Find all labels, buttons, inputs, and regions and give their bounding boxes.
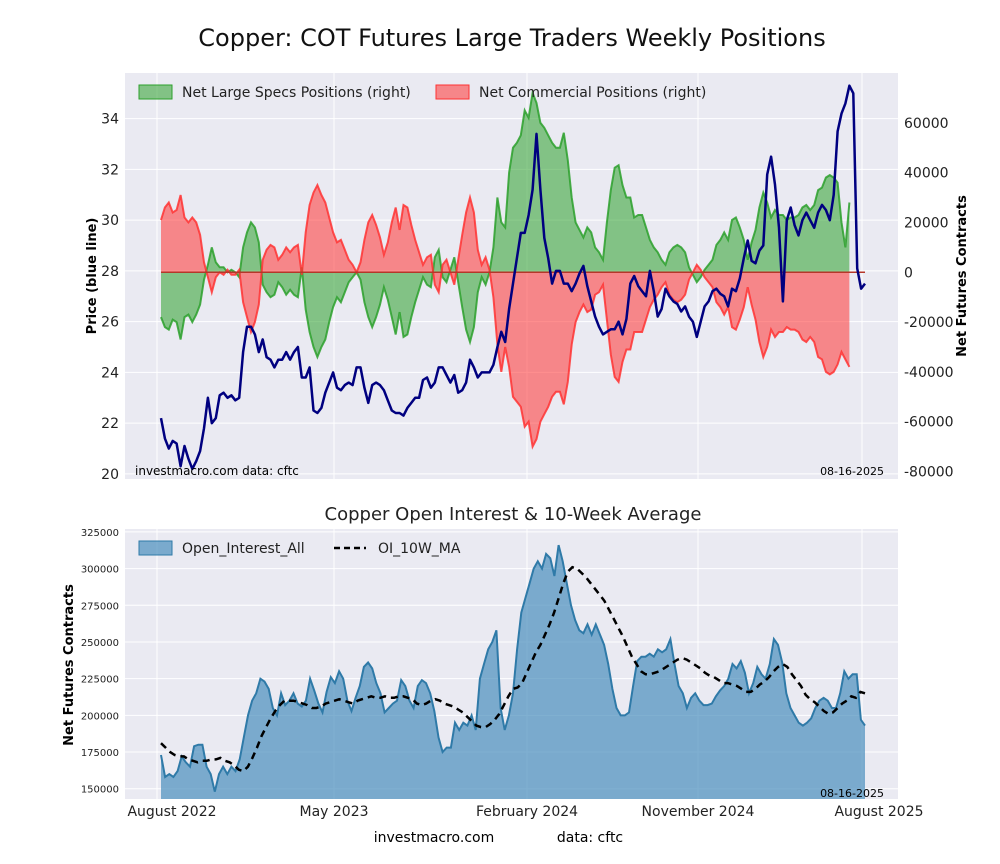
legend-label-commercials: Net Commercial Positions (right): [479, 85, 706, 101]
open-interest-tick-label: 225000: [81, 675, 119, 686]
left-tick-label: 34: [101, 112, 119, 128]
right-axis-label: Net Futures Contracts: [955, 195, 970, 357]
open-interest-axes: August 2022 May 2023 February 2024 November…: [81, 528, 924, 820]
right-tick-label: -80000: [904, 465, 954, 481]
right-tick-label: -60000: [904, 415, 954, 431]
left-tick-label: 24: [101, 365, 119, 381]
open-interest-tick-label: 300000: [81, 565, 119, 576]
positions-legend: Net Large Specs Positions (right) Net Co…: [138, 84, 706, 101]
left-tick-label: 20: [101, 467, 119, 483]
open-interest-tick-label: 325000: [81, 528, 119, 539]
open-interest-tick-label: 175000: [81, 748, 119, 759]
commercial-line: [160, 182, 851, 450]
positions-marks: [159, 84, 866, 471]
open-interest-title: Copper Open Interest & 10-Week Average: [325, 504, 702, 525]
ma-line: [160, 565, 866, 773]
open-interest-tick-label: 150000: [81, 785, 119, 796]
right-tick-label: -20000: [904, 315, 954, 331]
legend-label-specs: Net Large Specs Positions (right): [182, 85, 411, 101]
legend-swatch-commercials: [435, 84, 470, 100]
positions-date-label: 08-16-2025: [820, 465, 884, 478]
open-interest-date-label: 08-16-2025: [820, 787, 884, 800]
legend-label-open-interest: Open_Interest_All: [182, 541, 305, 557]
footer-source: data: cftc: [557, 830, 623, 846]
left-tick-label: 30: [101, 213, 119, 229]
x-tick-label: February 2024: [476, 804, 578, 820]
right-tick-label: 20000: [904, 215, 949, 231]
positions-chart: 20 22 24 26 28 30 32 34 -80000 -60000 -40000 -20000…: [85, 73, 970, 483]
x-tick-label: August 2022: [127, 804, 216, 820]
spec-line: [160, 89, 851, 360]
x-tick-label: May 2023: [299, 804, 368, 820]
open-interest-tick-label: 275000: [81, 601, 119, 612]
left-tick-label: 26: [101, 315, 119, 331]
right-tick-label: 40000: [904, 166, 949, 182]
x-tick-label: November 2024: [642, 804, 755, 820]
legend-swatch-specs: [138, 84, 173, 100]
right-tick-label: -40000: [904, 365, 954, 381]
commercial-area: [161, 185, 850, 447]
main-title: Copper: COT Futures Large Traders Weekly…: [198, 24, 825, 52]
right-tick-label: 60000: [904, 116, 949, 132]
left-tick-label: 28: [101, 264, 119, 280]
left-tick-label: 32: [101, 162, 119, 178]
open-interest-chart: Copper Open Interest & 10-Week Average A…: [62, 504, 924, 820]
left-tick-label: 22: [101, 416, 119, 432]
x-tick-label: August 2025: [834, 804, 923, 820]
open-interest-marks: [160, 544, 866, 799]
open-interest-tick-label: 250000: [81, 638, 119, 649]
positions-watermark: investmacro.com data: cftc: [135, 464, 299, 478]
footer-site: investmacro.com: [374, 830, 494, 846]
price-line: [159, 84, 866, 471]
positions-axes: 20 22 24 26 28 30 32 34 -80000 -60000 -40000 -20000…: [101, 112, 953, 483]
open-interest-line: [160, 544, 866, 792]
left-axis-label: Price (blue line): [85, 218, 100, 335]
legend-label-ma: OI_10W_MA: [378, 541, 461, 557]
open-interest-area: [161, 545, 865, 799]
open-interest-axis-label: Net Futures Contracts: [62, 584, 77, 746]
legend-swatch-open-interest: [138, 540, 173, 556]
open-interest-legend: Open_Interest_All OI_10W_MA: [138, 540, 461, 557]
spec-area: [161, 92, 850, 358]
right-tick-label: 0: [904, 265, 913, 281]
open-interest-tick-label: 200000: [81, 711, 119, 722]
